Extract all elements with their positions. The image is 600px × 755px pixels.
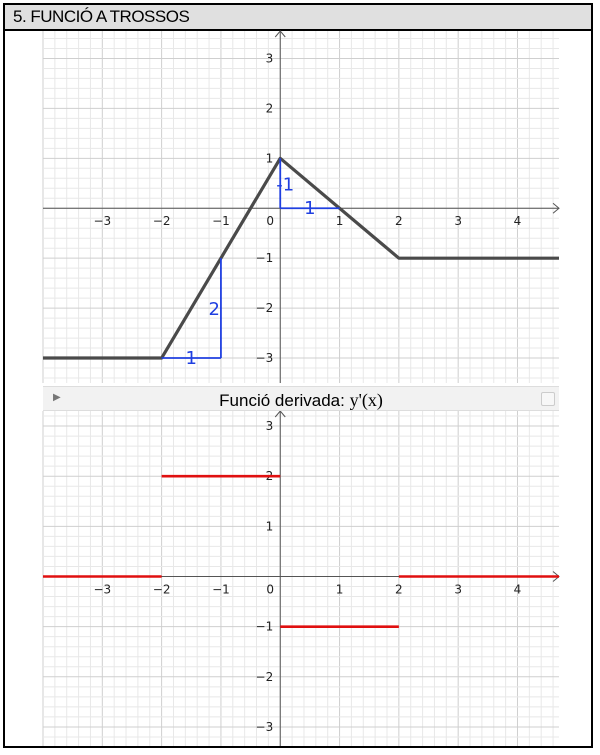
y-tick-label: 1 <box>266 151 274 165</box>
panel-close-icon[interactable] <box>541 392 555 406</box>
slope-annotation: -1 <box>276 158 294 209</box>
page-title: 5. FUNCIÓ A TROSSOS <box>13 7 190 26</box>
slope-annotation: 1 <box>161 348 221 369</box>
x-axis-arrow-icon <box>552 202 560 214</box>
x-tick-label: −2 <box>153 214 171 228</box>
derivative-panel-header: ▶ Funció derivada: y'(x) <box>43 386 559 411</box>
x-tick-label: 2 <box>395 582 403 596</box>
y-tick-label: 3 <box>266 51 274 65</box>
y-tick-label: 2 <box>266 101 274 115</box>
y-axis-arrow-icon <box>274 411 286 418</box>
x-tick-label: 1 <box>336 214 344 228</box>
slope-annotation: 1 <box>280 198 340 219</box>
x-tick-label: 0 <box>266 582 274 596</box>
derivative-label: Funció derivada: <box>219 391 345 410</box>
y-tick-label: 3 <box>266 419 274 433</box>
grid <box>42 31 559 383</box>
x-tick-label: −2 <box>153 582 171 596</box>
title-bar: 5. FUNCIÓ A TROSSOS <box>5 5 591 31</box>
y-axis-arrow-icon <box>274 30 286 38</box>
slope-annotation-label: 1 <box>186 348 197 369</box>
y-tick-label: −2 <box>256 670 274 684</box>
triangle-right-icon[interactable]: ▶ <box>53 392 61 403</box>
y-tick-label: −1 <box>256 251 274 265</box>
y-tick-label: 1 <box>266 519 274 533</box>
derivative-formula: y'(x) <box>349 390 383 410</box>
y-tick-label: −2 <box>256 301 274 315</box>
worksheet-frame: 5. FUNCIÓ A TROSSOS −3 −2 −1 0 1 2 3 4 −3 −2 −1 1 2 3… <box>3 3 593 748</box>
slope-annotation: 2 <box>208 258 222 359</box>
x-tick-label: −3 <box>93 582 111 596</box>
x-tick-label: −1 <box>212 214 230 228</box>
x-tick-label: 2 <box>395 214 403 228</box>
y-tick-label: −3 <box>256 351 274 365</box>
x-tick-label: −3 <box>93 214 111 228</box>
y-tick-label: −3 <box>256 720 274 734</box>
slope-annotation-label: -1 <box>276 174 294 195</box>
slope-annotation-label: 2 <box>208 299 219 320</box>
x-tick-label: 4 <box>514 582 522 596</box>
x-tick-label: 1 <box>336 582 344 596</box>
y-tick-label: −1 <box>256 620 274 634</box>
derivative-panel-title: Funció derivada: y'(x) <box>43 390 559 411</box>
x-tick-label: 0 <box>266 214 274 228</box>
slope-annotation-label: 1 <box>304 198 315 219</box>
x-tick-label: 3 <box>454 582 462 596</box>
grid <box>42 411 559 746</box>
x-tick-label: 4 <box>514 214 522 228</box>
x-tick-label: 3 <box>454 214 462 228</box>
x-tick-label: −1 <box>212 582 230 596</box>
